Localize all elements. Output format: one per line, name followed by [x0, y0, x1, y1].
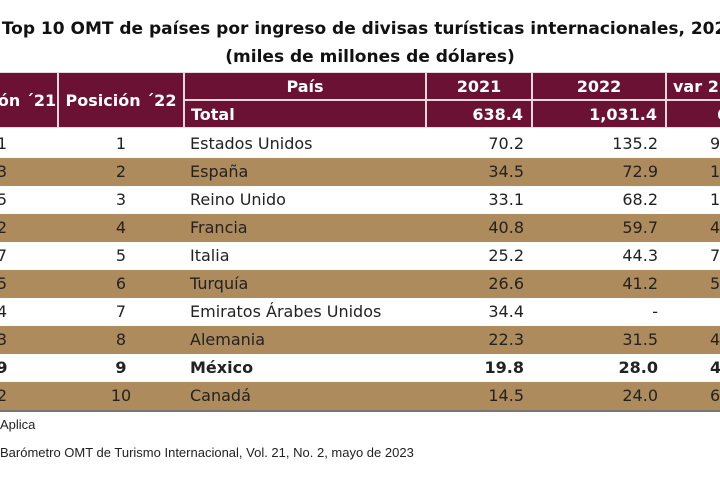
header-position-22: Posición ´22	[58, 72, 184, 128]
cell-2021: 33.1	[488, 190, 524, 209]
cell-country: Emiratos Árabes Unidos	[190, 302, 382, 321]
cell-2022: 72.9	[622, 162, 658, 181]
total-2022: 1,031.4	[532, 100, 666, 128]
table-row: 5 3 Reino Unido 33.1 68.2 10	[0, 186, 720, 214]
cell-variation: 11	[710, 162, 720, 181]
cell-2021: 34.4	[488, 302, 524, 321]
cell-country: Alemania	[190, 330, 266, 349]
table-row: 3 8 Alemania 22.3 31.5 4	[0, 326, 720, 354]
cell-variation: 5	[710, 274, 720, 293]
cell-position-21: 2	[0, 386, 8, 405]
cell-2021: 34.5	[488, 162, 524, 181]
cell-position-22: 10	[110, 386, 132, 405]
header-2021: 2021	[426, 72, 532, 100]
cell-variation: 4	[710, 330, 720, 349]
cell-2022: 28.0	[618, 358, 658, 377]
cell-position-22: 6	[115, 274, 127, 293]
cell-position-21: 5	[0, 190, 8, 209]
cell-variation: 4	[710, 358, 720, 377]
cell-2022: 31.5	[622, 330, 658, 349]
table-row: 2 10 Canadá 14.5 24.0 6	[0, 382, 720, 410]
cell-position-22: 1	[115, 134, 127, 153]
cell-variation: 10	[710, 190, 720, 209]
total-label: Total	[184, 100, 426, 128]
cell-position-22: 5	[115, 246, 127, 265]
cell-position-21: 3	[0, 330, 8, 349]
table-row: 1 1 Estados Unidos 70.2 135.2 9	[0, 130, 720, 158]
header-2022: 2022	[532, 72, 666, 100]
cell-position-21: 5	[0, 274, 8, 293]
cell-position-21: 4	[0, 302, 8, 321]
total-variation: 6	[666, 100, 720, 128]
table-row: 2 4 Francia 40.8 59.7 4	[0, 214, 720, 242]
cell-2021: 70.2	[488, 134, 524, 153]
cell-country: España	[190, 162, 249, 181]
cell-position-22: 9	[115, 358, 127, 377]
cell-country: Reino Unido	[190, 190, 286, 209]
cell-position-21: 7	[0, 246, 8, 265]
cell-position-22: 2	[115, 162, 127, 181]
cell-2021: 22.3	[488, 330, 524, 349]
cell-country: Canadá	[190, 386, 251, 405]
cell-2021: 25.2	[488, 246, 524, 265]
cell-position-21: 2	[0, 218, 8, 237]
cell-variation: 6	[710, 386, 720, 405]
table-row: 5 6 Turquía 26.6 41.2 5	[0, 270, 720, 298]
header-variation: var 21	[666, 72, 720, 100]
cell-country: México	[190, 358, 254, 377]
source-note: Barómetro OMT de Turismo Internacional, …	[0, 445, 414, 460]
header-position-21: ón ´21	[0, 72, 58, 128]
cell-2021: 19.8	[484, 358, 524, 377]
cell-variation: 7	[710, 246, 720, 265]
cell-position-22: 4	[115, 218, 127, 237]
cell-variation	[666, 298, 720, 326]
cell-2022: 68.2	[622, 190, 658, 209]
total-2021: 638.4	[426, 100, 532, 128]
cell-2022: 44.3	[622, 246, 658, 265]
cell-country: Francia	[190, 218, 248, 237]
table-row: 3 2 España 34.5 72.9 11	[0, 158, 720, 186]
table-row: 9 9 México 19.8 28.0 4	[0, 354, 720, 382]
cell-position-22: 3	[115, 190, 127, 209]
cell-position-21: 9	[0, 358, 8, 377]
cell-country: Italia	[190, 246, 230, 265]
cell-country: Turquía	[190, 274, 249, 293]
note-not-applicable: Aplica	[0, 417, 36, 432]
header-country: País	[184, 72, 426, 100]
cell-position-21: 1	[0, 134, 8, 153]
cell-2022: 41.2	[622, 274, 658, 293]
table-bottom-border	[0, 410, 720, 412]
cell-2021: 40.8	[488, 218, 524, 237]
table-row: 4 7 Emiratos Árabes Unidos 34.4 -	[0, 298, 720, 326]
cell-2022: 24.0	[622, 386, 658, 405]
cell-position-22: 8	[115, 330, 127, 349]
cell-country: Estados Unidos	[190, 134, 313, 153]
cell-variation: 9	[710, 134, 720, 153]
cell-position-22: 7	[115, 302, 127, 321]
cell-2021: 26.6	[488, 274, 524, 293]
table-title: Top 10 OMT de países por ingreso de divi…	[1, 19, 720, 39]
cell-position-21: 3	[0, 162, 8, 181]
cell-2022: -	[652, 302, 658, 321]
cell-variation: 4	[710, 218, 720, 237]
cell-2022: 59.7	[622, 218, 658, 237]
cell-2021: 14.5	[488, 386, 524, 405]
cell-2022: 135.2	[612, 134, 658, 153]
table-subtitle: (miles de millones de dólares)	[225, 47, 515, 67]
table-row: 7 5 Italia 25.2 44.3 7	[0, 242, 720, 270]
